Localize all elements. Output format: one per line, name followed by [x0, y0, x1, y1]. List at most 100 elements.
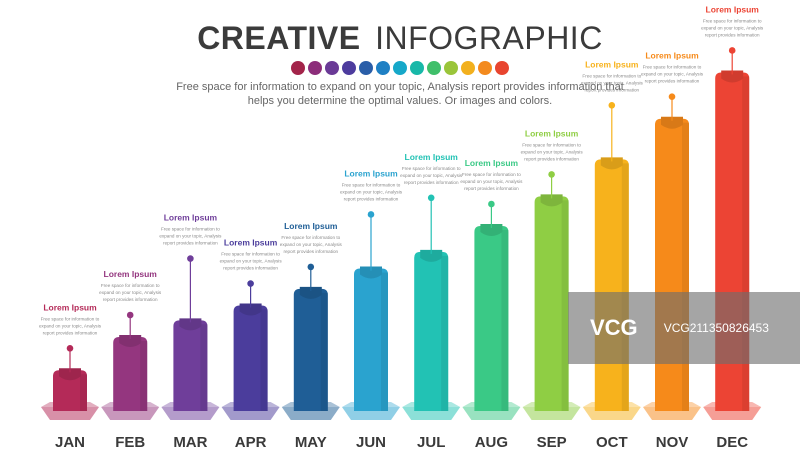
callout-text: report provides information: [163, 241, 218, 246]
callout-text: expand on your topic, Analysis: [400, 173, 463, 178]
bar-tab: [299, 286, 322, 299]
callout-text: Free space for information to: [643, 65, 702, 70]
callout-text: report provides information: [103, 297, 158, 302]
callout-dot: [66, 345, 74, 352]
callout-dot: [126, 311, 134, 319]
callout-text: expand on your topic, Analysis: [220, 259, 283, 264]
subtitle: Free space for information to expand on …: [176, 81, 624, 107]
palette-dot: [478, 61, 492, 75]
callout-title: Lorem Ipsum: [405, 152, 459, 162]
bar-tab: [540, 194, 563, 207]
bar-shade: [682, 122, 689, 411]
callout-text: expand on your topic, Analysis: [701, 25, 764, 30]
bar-shade: [441, 255, 449, 411]
callout-text: Free space for information to: [281, 235, 340, 240]
month-label: OCT: [596, 434, 628, 451]
callout-dot: [307, 263, 315, 271]
month-label: DEC: [716, 434, 748, 451]
callout-text: Free space for information to: [522, 142, 581, 147]
bar-shade: [742, 76, 750, 411]
month-label: JUN: [356, 434, 386, 451]
callout-text: Free space for information to: [342, 182, 401, 187]
callout-text: report provides information: [524, 156, 579, 161]
callout-text: expand on your topic, Analysis: [641, 72, 704, 77]
callout-text: report provides information: [223, 266, 278, 271]
bar-tab: [59, 368, 81, 381]
palette-dot: [427, 61, 441, 75]
palette-dot: [495, 61, 509, 75]
bar-tab: [360, 266, 382, 279]
palette-dot: [410, 61, 424, 75]
month-label: AUG: [475, 434, 508, 451]
month-label: NOV: [656, 434, 689, 451]
bar-tab: [179, 318, 202, 331]
callout-text: report provides information: [645, 79, 700, 84]
callout-text: report provides information: [584, 87, 639, 92]
callout-text: Free space for information to: [402, 166, 461, 171]
callout-text: Free space for information to: [462, 172, 521, 177]
callout-text: report provides information: [283, 249, 338, 254]
bar-tab: [721, 70, 744, 83]
bar-tab: [119, 335, 142, 347]
month-label: JUL: [417, 434, 445, 451]
callout-text: Free space for information to: [703, 18, 762, 23]
callout-text: expand on your topic, Analysis: [581, 80, 644, 85]
palette-dot: [461, 61, 475, 75]
palette-dot: [291, 61, 305, 75]
callout-dot: [608, 102, 616, 109]
palette-dot: [308, 61, 322, 75]
palette-dot: [359, 61, 373, 75]
bar-tab: [239, 303, 262, 316]
callout-dot: [367, 211, 375, 218]
bar-shade: [80, 374, 87, 411]
month-label: MAY: [295, 434, 327, 451]
callout-text: report provides information: [404, 180, 459, 185]
callout-dot: [668, 93, 676, 100]
callout-title: Lorem Ipsum: [585, 59, 639, 69]
callout-text: expand on your topic, Analysis: [39, 323, 102, 328]
palette-dot: [325, 61, 339, 75]
watermark-logo: VCG: [590, 315, 638, 340]
bar: [474, 226, 509, 411]
bar-shade: [621, 163, 629, 411]
palette-dot: [342, 61, 356, 75]
bar-shade: [260, 309, 268, 411]
callout-dot: [187, 255, 194, 262]
bar: [414, 251, 449, 411]
bar-shade: [200, 324, 208, 411]
bar-shade: [501, 230, 509, 411]
month-label: SEP: [537, 434, 567, 451]
title-light: INFOGRAPHIC: [375, 20, 603, 56]
bar-tab: [480, 224, 503, 236]
callout-text: report provides information: [43, 330, 98, 335]
callout-title: Lorem Ipsum: [525, 128, 579, 138]
bar-shade: [561, 200, 569, 411]
bar: [173, 320, 208, 411]
callout-text: expand on your topic, Analysis: [99, 290, 162, 295]
page-title: CREATIVE INFOGRAPHIC: [0, 20, 800, 57]
bar-tab: [420, 249, 443, 262]
watermark: VCG VCG211350826453: [568, 292, 800, 364]
callout-text: Free space for information to: [221, 252, 280, 257]
callout-title: Lorem Ipsum: [164, 213, 218, 223]
color-dots: [0, 61, 800, 75]
bar: [233, 305, 268, 411]
palette-dot: [376, 61, 390, 75]
bar: [534, 196, 569, 411]
callout-text: report provides information: [705, 32, 760, 37]
callout-title: Lorem Ipsum: [465, 158, 519, 168]
month-label: APR: [235, 434, 267, 451]
callout-text: expand on your topic, Analysis: [340, 189, 403, 194]
callout-title: Lorem Ipsum: [284, 221, 338, 231]
callout-dot: [247, 280, 254, 287]
callout-title: Lorem Ipsum: [344, 168, 398, 178]
callout-dot: [427, 194, 435, 202]
callout-title: Lorem Ipsum: [43, 302, 97, 312]
bar: [113, 337, 148, 411]
callout-title: Lorem Ipsum: [706, 4, 760, 14]
callout-text: expand on your topic, Analysis: [460, 179, 523, 184]
bar: [53, 370, 87, 411]
bar-shade: [140, 341, 148, 411]
bar: [354, 268, 388, 411]
